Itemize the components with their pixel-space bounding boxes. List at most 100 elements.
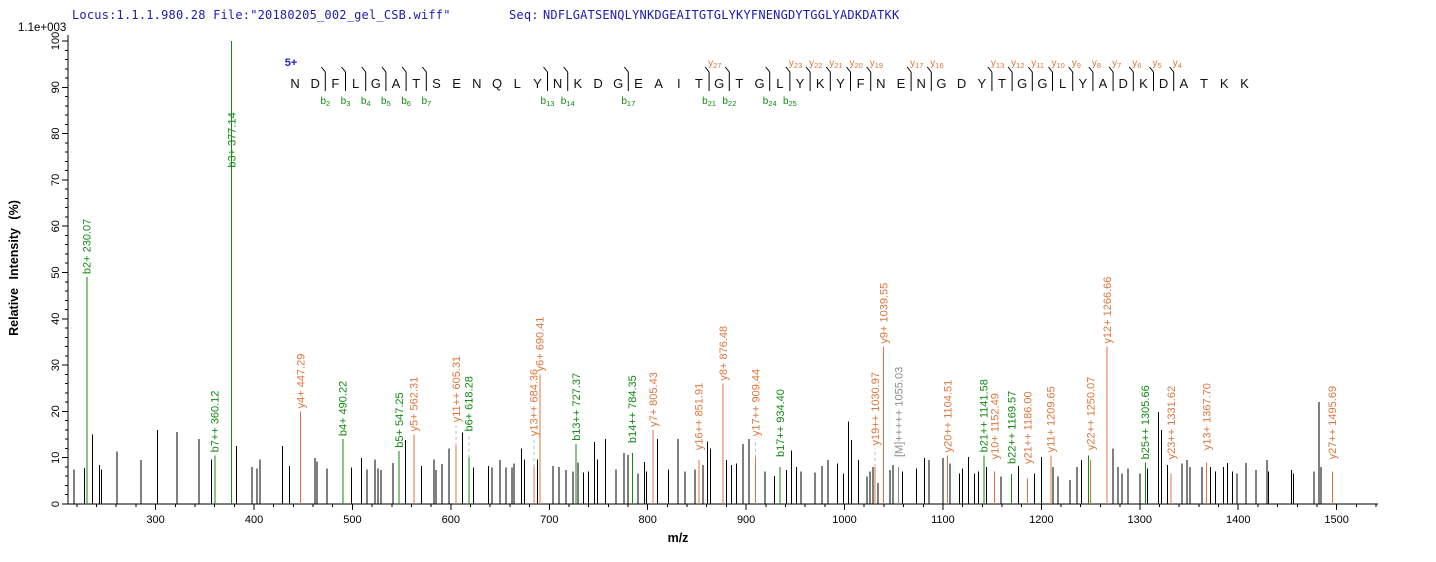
peak-label: y23++ 1331.62 bbox=[1166, 386, 1178, 459]
residue-letter: T bbox=[1200, 76, 1208, 91]
peak-label: b14++ 784.35 bbox=[627, 375, 639, 443]
y-ion-tag: y20 bbox=[850, 58, 863, 70]
peak-label: b3+ 377.14 bbox=[226, 112, 238, 167]
y-ion-tag: y12 bbox=[1011, 58, 1024, 70]
b-ion-tag: b13 bbox=[541, 96, 555, 108]
cleavage-mark-slash bbox=[1007, 66, 1013, 73]
peak-label: y13+ 1367.70 bbox=[1201, 383, 1213, 450]
peak-label: y5+ 562.31 bbox=[409, 377, 421, 432]
b-ion-tag: b7 bbox=[421, 96, 431, 108]
x-axis-title: m/z bbox=[668, 531, 689, 545]
peak-label: y11+ 1209.65 bbox=[1046, 386, 1058, 452]
residue-letter: L bbox=[1059, 76, 1066, 91]
y-ion-tag: y19 bbox=[870, 58, 883, 70]
residue-letter: N bbox=[472, 76, 481, 91]
cleavage-mark-slash bbox=[320, 66, 326, 73]
y-tick-label: 50 bbox=[50, 266, 62, 278]
y-scale-note: 1.1e+003 bbox=[18, 22, 66, 34]
y-ion-tag: y21 bbox=[829, 58, 842, 70]
b-ion-tag: b22 bbox=[722, 96, 736, 108]
peak-label: b2+ 230.07 bbox=[82, 219, 94, 274]
cleavage-mark-slash bbox=[623, 66, 629, 73]
residue-letter: F bbox=[331, 76, 339, 91]
y-tick-label: 100 bbox=[50, 32, 62, 50]
x-tick-label: 800 bbox=[639, 514, 657, 526]
residue-letter: K bbox=[573, 76, 582, 91]
b-ion-tag: b4 bbox=[361, 96, 371, 108]
residue-letter: E bbox=[897, 76, 906, 91]
cleavage-mark-slash bbox=[987, 66, 993, 73]
peak-label: y9+ 1039.55 bbox=[878, 283, 890, 344]
axes-group: 0 10 20 30 40 50 60 70 80 90 100 300 400 500 600 700 800… bbox=[7, 22, 1378, 545]
cleavage-mark-slash bbox=[704, 66, 710, 73]
y-ion-tag: y4 bbox=[1173, 58, 1182, 70]
y-ion-tag: y23 bbox=[789, 58, 802, 70]
y-tick-label: 30 bbox=[50, 359, 62, 371]
x-tick-label: 1200 bbox=[1029, 514, 1053, 526]
peak-label: b6+ 618.28 bbox=[464, 376, 476, 431]
cleavage-mark-slash bbox=[724, 66, 730, 73]
y-ion-tag: y9 bbox=[1072, 58, 1081, 70]
residue-letter: Y bbox=[1078, 76, 1087, 91]
peak-label: b4+ 490.22 bbox=[338, 381, 350, 436]
residue-letter: K bbox=[816, 76, 825, 91]
peak-label: y22++ 1250.07 bbox=[1086, 377, 1098, 450]
residue-letter: T bbox=[735, 76, 743, 91]
cleavage-mark-slash bbox=[421, 66, 427, 73]
residue-letter: G bbox=[755, 76, 765, 91]
residue-letter: D bbox=[1119, 76, 1128, 91]
x-tick-label: 300 bbox=[146, 514, 164, 526]
peak-label: b25++ 1305.66 bbox=[1140, 385, 1152, 459]
y-tick-label: 40 bbox=[50, 313, 62, 325]
residue-letter: G bbox=[613, 76, 623, 91]
b-ion-tag: b21 bbox=[702, 96, 716, 108]
residue-letter: A bbox=[1179, 76, 1188, 91]
residue-letter: I bbox=[677, 76, 681, 91]
y-tick-label: 90 bbox=[50, 81, 62, 93]
y-ion-tag: y22 bbox=[809, 58, 822, 70]
x-tick-label: 1100 bbox=[931, 514, 955, 526]
cleavage-mark-slash bbox=[765, 66, 771, 73]
b-ion-tag: b25 bbox=[783, 96, 797, 108]
peak-label: b21++ 1141.58 bbox=[979, 379, 991, 452]
y-axis-title: Relative Intensity (%) bbox=[7, 200, 21, 336]
y-ion-tag: y7 bbox=[1112, 58, 1121, 70]
peak-label: y16++ 851.91 bbox=[694, 383, 706, 450]
cleavage-mark-slash bbox=[1048, 66, 1053, 73]
y-tick-label: 20 bbox=[50, 405, 62, 417]
cleavage-mark-slash bbox=[866, 66, 872, 73]
seq-label: Seq: bbox=[509, 8, 539, 22]
residue-letter: Y bbox=[977, 76, 986, 91]
cleavage-mark-slash bbox=[543, 66, 548, 73]
residue-letter: L bbox=[776, 76, 783, 91]
peak-labels-group: b2+ 230.07 b7++ 360.12 b3+ 377.14 y4+ 447.2… bbox=[82, 112, 1340, 464]
peak-label: b17++ 934.40 bbox=[775, 389, 787, 457]
b-ion-tag: b17 bbox=[621, 96, 635, 108]
peak-label: y19++ 1030.97 bbox=[870, 372, 882, 445]
peaks-group bbox=[73, 41, 1333, 504]
locus-file-header: Locus:1.1.1.980.28 File:"20180205_002_ge… bbox=[72, 8, 451, 22]
x-tick-label: 1300 bbox=[1128, 514, 1152, 526]
x-tick-label: 1500 bbox=[1324, 514, 1348, 526]
x-tick-label: 600 bbox=[442, 514, 460, 526]
cleavage-mark-slash bbox=[805, 66, 811, 73]
cleavage-mark-slash bbox=[563, 66, 569, 73]
residue-letter: F bbox=[857, 76, 865, 91]
peak-label: y7+ 805.43 bbox=[648, 372, 660, 427]
cleavage-mark-slash bbox=[1068, 66, 1074, 73]
y-ion-tag: y11 bbox=[1031, 58, 1044, 70]
residue-letter: G bbox=[936, 76, 946, 91]
x-tick-label: 1000 bbox=[832, 514, 856, 526]
residue-letter: T bbox=[695, 76, 703, 91]
peak-label: y4+ 447.29 bbox=[295, 354, 307, 409]
residue-letter: K bbox=[1240, 76, 1249, 91]
peak-label: y10+ 1152.49 bbox=[989, 393, 1001, 459]
y-ion-tag: y5 bbox=[1153, 58, 1162, 70]
y-tick-label: 10 bbox=[50, 452, 62, 464]
residue-letter: G bbox=[714, 76, 724, 91]
y-ion-tag: y13 bbox=[991, 58, 1004, 70]
peak-label: y6+ 690.41 bbox=[535, 317, 547, 372]
precursor-charge: 5+ bbox=[285, 57, 298, 69]
residue-letter: D bbox=[957, 76, 966, 91]
